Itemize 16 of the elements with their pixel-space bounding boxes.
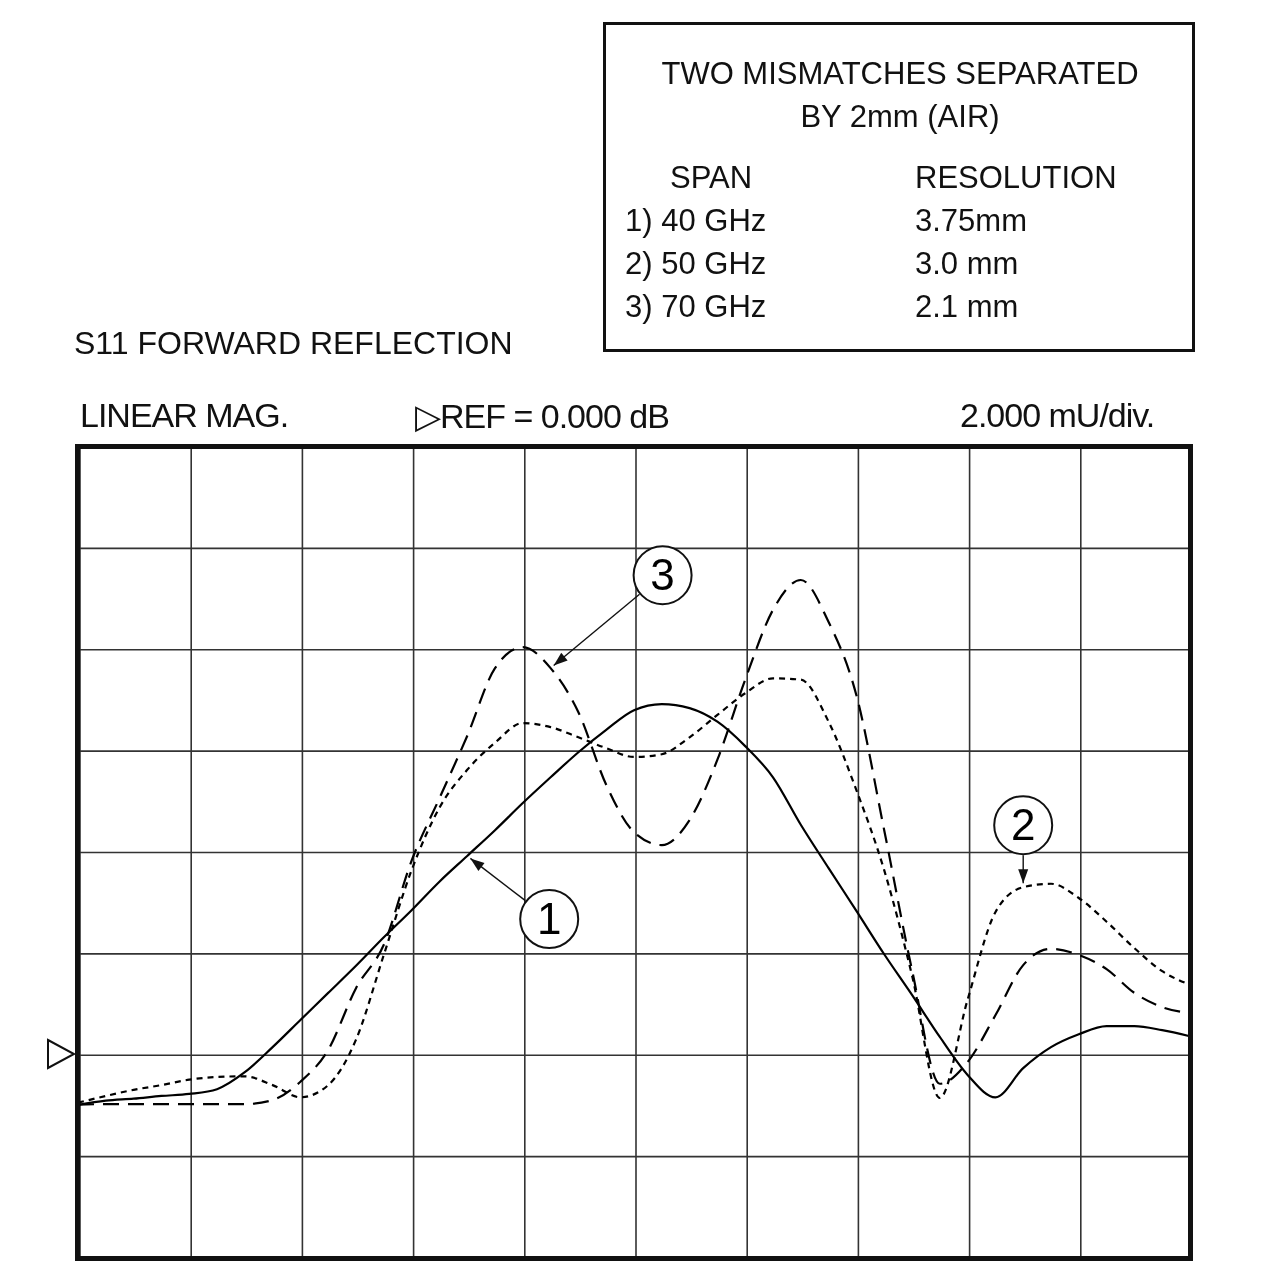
- text: 3: [650, 550, 675, 600]
- text: 3.75mm: [915, 203, 1027, 239]
- series-label: 1: [536, 893, 562, 943]
- text: 2) 50 GHz: [625, 246, 767, 282]
- text: 2.1 mm: [915, 289, 1019, 325]
- series-label: 2: [1010, 800, 1036, 850]
- text: SPAN: [670, 160, 753, 196]
- text: 1) 40 GHz: [625, 203, 767, 239]
- text: RESOLUTION: [915, 160, 1117, 196]
- chart-title: S11 FORWARD REFLECTION: [74, 325, 513, 362]
- text: ▷REF = 0.000 dB: [415, 396, 669, 436]
- text: 2.000 mU/div.: [960, 396, 1155, 435]
- text: 3.0 mm: [915, 246, 1019, 282]
- text: TWO MISMATCHES SEPARATED BY 2mm (AIR): [660, 55, 1140, 136]
- text: 3) 70 GHz: [625, 289, 767, 325]
- text: LINEAR MAG.: [80, 396, 289, 435]
